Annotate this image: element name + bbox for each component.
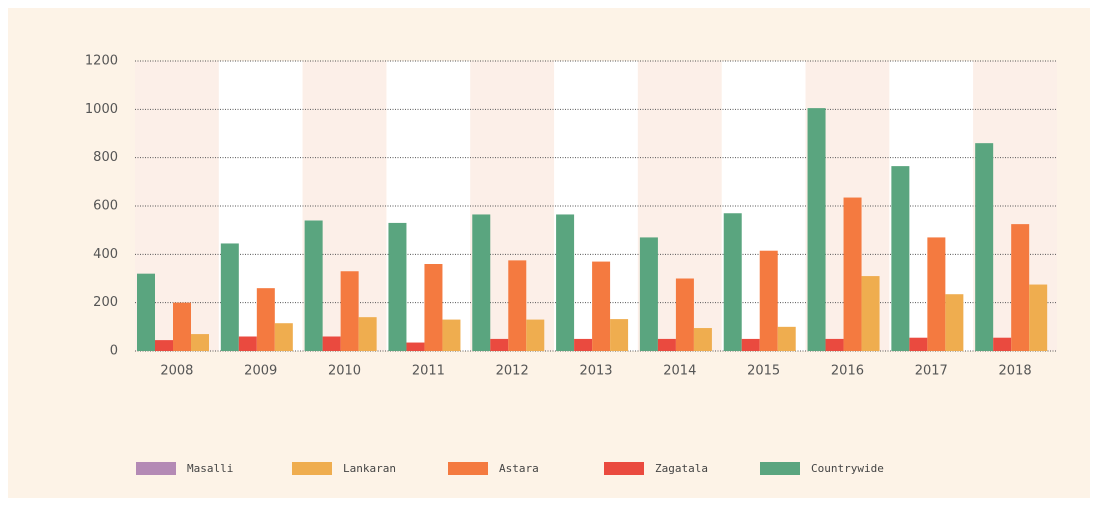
legend-label: Astara — [499, 462, 539, 475]
bar — [759, 250, 778, 351]
x-tick-label: 2016 — [831, 364, 864, 379]
bar — [508, 260, 527, 351]
bar — [675, 278, 694, 351]
legend-swatch — [448, 462, 488, 475]
bar — [442, 319, 461, 351]
legend-label: Lankaran — [343, 462, 396, 475]
x-tick-label: 2012 — [496, 364, 529, 379]
bar — [592, 261, 611, 351]
bar — [639, 237, 658, 351]
y-tick-label: 1000 — [85, 102, 118, 117]
bar — [861, 276, 880, 351]
bar — [155, 340, 173, 351]
legend-label: Zagatala — [655, 462, 708, 475]
bar — [238, 336, 257, 351]
bar — [891, 166, 910, 351]
bar — [741, 338, 760, 351]
legend-swatch — [760, 462, 800, 475]
bar — [388, 222, 407, 351]
bar — [975, 143, 994, 351]
bar — [843, 197, 862, 351]
y-tick-label: 600 — [93, 199, 118, 214]
bar — [1029, 284, 1048, 351]
bar — [927, 237, 946, 351]
x-tick-label: 2014 — [663, 364, 696, 379]
bar — [807, 108, 826, 351]
y-tick-label: 1200 — [85, 54, 118, 69]
bar — [490, 338, 509, 351]
x-tick-label: 2010 — [328, 364, 361, 379]
x-tick-label: 2008 — [160, 364, 193, 379]
x-tick-label: 2011 — [412, 364, 445, 379]
y-tick-label: 200 — [93, 295, 118, 310]
y-tick-label: 0 — [110, 344, 118, 359]
bar — [723, 213, 742, 351]
bar — [256, 288, 275, 351]
legend-swatch — [604, 462, 644, 475]
bar — [304, 220, 323, 351]
legend-swatch — [136, 462, 176, 475]
bar — [574, 338, 593, 351]
bar — [777, 326, 796, 351]
bar — [220, 243, 239, 351]
bar — [657, 338, 676, 351]
bar — [556, 214, 575, 351]
legend-swatch — [292, 462, 332, 475]
bar — [137, 273, 155, 351]
x-tick-label: 2009 — [244, 364, 277, 379]
bar — [322, 336, 341, 351]
bar — [825, 338, 844, 351]
bar — [945, 294, 964, 351]
bar — [274, 323, 293, 351]
bar — [610, 319, 629, 351]
bar — [191, 334, 209, 351]
bar — [526, 319, 545, 351]
bar — [173, 302, 191, 351]
x-tick-label: 2017 — [915, 364, 948, 379]
bar — [993, 337, 1012, 351]
bar — [340, 271, 359, 351]
bar — [693, 328, 712, 351]
legend-label: Countrywide — [811, 462, 884, 475]
bar — [358, 317, 377, 351]
bar — [1011, 224, 1030, 351]
x-tick-label: 2013 — [579, 364, 612, 379]
bar — [472, 214, 491, 351]
bar — [909, 337, 928, 351]
y-tick-label: 800 — [93, 150, 118, 165]
y-tick-label: 400 — [93, 247, 118, 262]
legend-label: Masalli — [187, 462, 233, 475]
x-tick-label: 2015 — [747, 364, 780, 379]
bar — [406, 342, 425, 351]
x-tick-label: 2018 — [999, 364, 1032, 379]
bar — [424, 264, 443, 351]
